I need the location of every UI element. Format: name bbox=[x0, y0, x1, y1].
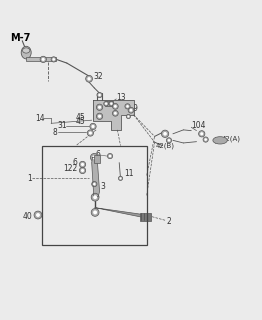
Bar bbox=[42, 146, 147, 245]
Circle shape bbox=[112, 103, 118, 109]
Circle shape bbox=[90, 154, 98, 161]
Circle shape bbox=[119, 177, 122, 180]
Ellipse shape bbox=[213, 137, 227, 144]
Circle shape bbox=[109, 101, 114, 106]
Circle shape bbox=[87, 130, 94, 136]
Text: 42(A): 42(A) bbox=[221, 136, 241, 142]
Text: 122: 122 bbox=[63, 164, 77, 173]
Ellipse shape bbox=[21, 46, 31, 59]
Circle shape bbox=[36, 213, 40, 217]
Circle shape bbox=[92, 181, 97, 187]
Text: 32: 32 bbox=[94, 72, 103, 81]
Circle shape bbox=[89, 132, 92, 135]
Circle shape bbox=[98, 115, 101, 118]
Circle shape bbox=[126, 105, 129, 108]
Text: 2: 2 bbox=[166, 217, 171, 226]
Circle shape bbox=[105, 102, 107, 105]
Circle shape bbox=[96, 113, 103, 119]
Text: 104: 104 bbox=[191, 121, 206, 131]
Circle shape bbox=[110, 102, 113, 105]
Polygon shape bbox=[92, 157, 100, 197]
Text: 45: 45 bbox=[76, 113, 86, 122]
Circle shape bbox=[51, 57, 56, 62]
Bar bbox=[105, 101, 113, 106]
Circle shape bbox=[161, 130, 169, 138]
Circle shape bbox=[112, 110, 118, 116]
Ellipse shape bbox=[23, 48, 30, 53]
Text: 31: 31 bbox=[58, 121, 67, 131]
Circle shape bbox=[40, 56, 46, 62]
Circle shape bbox=[129, 109, 132, 112]
Circle shape bbox=[107, 154, 113, 159]
Circle shape bbox=[92, 156, 96, 159]
Bar bbox=[140, 213, 151, 221]
Text: 13: 13 bbox=[117, 93, 126, 102]
Text: M-7: M-7 bbox=[10, 33, 31, 43]
Circle shape bbox=[42, 58, 45, 61]
Circle shape bbox=[93, 211, 97, 214]
Bar bbox=[26, 57, 56, 61]
Circle shape bbox=[34, 211, 42, 219]
Circle shape bbox=[90, 123, 96, 130]
Circle shape bbox=[79, 167, 86, 174]
Text: 8: 8 bbox=[52, 128, 57, 137]
Text: 1: 1 bbox=[28, 174, 32, 183]
Circle shape bbox=[128, 107, 134, 113]
Circle shape bbox=[81, 163, 84, 166]
Text: 42(B): 42(B) bbox=[156, 142, 175, 149]
Circle shape bbox=[98, 94, 101, 96]
Circle shape bbox=[118, 176, 123, 180]
Circle shape bbox=[93, 195, 97, 199]
Circle shape bbox=[79, 161, 86, 168]
Circle shape bbox=[52, 58, 55, 61]
Circle shape bbox=[91, 125, 95, 128]
Text: 3: 3 bbox=[101, 182, 106, 191]
Circle shape bbox=[93, 183, 96, 185]
Circle shape bbox=[127, 116, 129, 117]
Circle shape bbox=[97, 92, 102, 98]
Circle shape bbox=[91, 208, 99, 216]
Text: 40: 40 bbox=[22, 212, 32, 221]
Circle shape bbox=[125, 104, 130, 109]
Circle shape bbox=[104, 101, 108, 106]
Circle shape bbox=[204, 138, 207, 141]
Text: 6: 6 bbox=[96, 150, 101, 159]
Circle shape bbox=[114, 112, 117, 115]
Circle shape bbox=[81, 169, 84, 172]
Text: 9: 9 bbox=[132, 104, 137, 113]
Polygon shape bbox=[95, 208, 147, 218]
Circle shape bbox=[91, 193, 99, 201]
Circle shape bbox=[109, 155, 111, 157]
Circle shape bbox=[96, 104, 103, 110]
Circle shape bbox=[114, 105, 117, 108]
Circle shape bbox=[203, 137, 208, 142]
Text: 14: 14 bbox=[35, 114, 45, 123]
Text: 11: 11 bbox=[124, 169, 134, 178]
Circle shape bbox=[168, 139, 170, 142]
Circle shape bbox=[200, 132, 203, 135]
Circle shape bbox=[199, 131, 205, 137]
Circle shape bbox=[98, 106, 101, 109]
Circle shape bbox=[126, 115, 130, 119]
Bar bbox=[94, 155, 100, 163]
Text: 6: 6 bbox=[72, 158, 77, 167]
Polygon shape bbox=[93, 100, 134, 130]
Circle shape bbox=[163, 132, 167, 136]
Circle shape bbox=[166, 138, 172, 143]
Circle shape bbox=[88, 77, 91, 81]
Circle shape bbox=[86, 76, 92, 82]
Text: 45: 45 bbox=[76, 117, 86, 126]
